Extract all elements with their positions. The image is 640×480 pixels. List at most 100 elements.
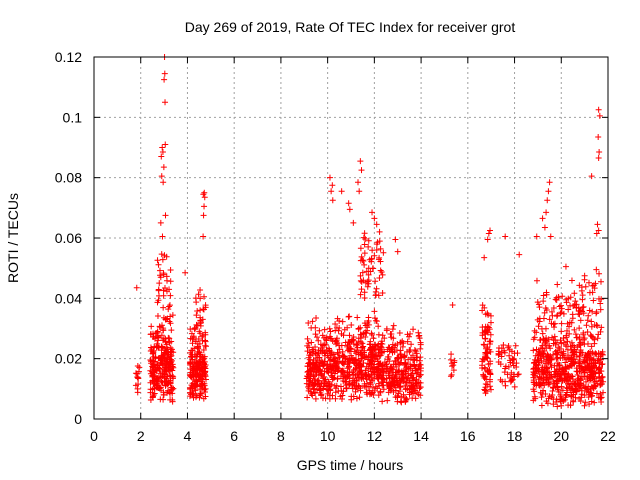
data-point xyxy=(321,352,328,359)
data-point xyxy=(502,233,509,240)
x-tick-label: 8 xyxy=(277,428,285,444)
data-point xyxy=(159,233,166,240)
data-point xyxy=(367,361,374,368)
data-point xyxy=(558,302,565,309)
data-point xyxy=(598,324,605,331)
data-point xyxy=(595,133,602,140)
data-point xyxy=(332,321,339,328)
data-point xyxy=(586,401,593,408)
data-point xyxy=(328,188,335,195)
data-point xyxy=(312,376,319,383)
data-point xyxy=(572,331,579,338)
data-point xyxy=(191,386,198,393)
data-point xyxy=(564,338,571,345)
data-point xyxy=(482,335,489,342)
data-point xyxy=(543,374,550,381)
data-point xyxy=(161,76,168,83)
data-point xyxy=(151,369,158,376)
data-point xyxy=(406,333,413,340)
data-point xyxy=(502,363,509,370)
data-point xyxy=(304,335,311,342)
data-point xyxy=(585,349,592,356)
data-point xyxy=(448,351,455,358)
data-point xyxy=(159,379,166,386)
data-point xyxy=(598,361,605,368)
data-point xyxy=(497,361,504,368)
data-point xyxy=(546,342,553,349)
x-tick-label: 0 xyxy=(90,428,98,444)
data-point xyxy=(166,356,173,363)
data-point xyxy=(315,349,322,356)
data-point xyxy=(371,252,378,259)
data-point xyxy=(348,322,355,329)
data-point xyxy=(187,326,194,333)
data-point xyxy=(556,345,563,352)
data-point xyxy=(191,381,198,388)
data-point xyxy=(539,215,546,222)
data-point xyxy=(371,315,378,322)
data-point xyxy=(550,351,557,358)
data-point xyxy=(566,323,573,330)
data-point xyxy=(156,280,163,287)
data-point xyxy=(586,289,593,296)
data-point xyxy=(417,361,424,368)
x-tick-label: 16 xyxy=(460,428,476,444)
data-point xyxy=(160,287,167,294)
data-point xyxy=(196,328,203,335)
data-point xyxy=(448,371,455,378)
data-point xyxy=(132,382,139,389)
data-point xyxy=(582,399,589,406)
data-point xyxy=(342,339,349,346)
x-tick-label: 6 xyxy=(230,428,238,444)
data-point xyxy=(588,398,595,405)
data-point xyxy=(195,344,202,351)
data-point xyxy=(414,369,421,376)
chart-title: Day 269 of 2019, Rate Of TEC Index for r… xyxy=(185,19,516,35)
y-axis-label: ROTI / TECUs xyxy=(5,193,21,283)
data-point xyxy=(402,382,409,389)
data-point xyxy=(588,343,595,350)
data-point xyxy=(373,221,380,228)
data-point xyxy=(572,298,579,305)
data-point xyxy=(540,298,547,305)
data-point xyxy=(577,398,584,405)
data-point xyxy=(162,99,169,106)
data-point xyxy=(357,245,364,252)
x-tick-label: 20 xyxy=(553,428,569,444)
data-point xyxy=(401,353,408,360)
data-point xyxy=(162,338,169,345)
data-point xyxy=(169,361,176,368)
data-point xyxy=(545,395,552,402)
data-point xyxy=(355,179,362,186)
data-point xyxy=(408,380,415,387)
data-point xyxy=(543,209,550,216)
data-point xyxy=(531,334,538,341)
data-point xyxy=(578,287,585,294)
data-point xyxy=(133,284,140,291)
data-point xyxy=(387,330,394,337)
data-point xyxy=(170,364,177,371)
data-point xyxy=(597,353,604,360)
data-point xyxy=(376,238,383,245)
data-point xyxy=(397,339,404,346)
data-points xyxy=(132,54,607,410)
data-point xyxy=(154,361,161,368)
data-point xyxy=(539,342,546,349)
data-point xyxy=(313,364,320,371)
data-point xyxy=(569,376,576,383)
data-point xyxy=(578,364,585,371)
data-point xyxy=(591,383,598,390)
data-point xyxy=(348,352,355,359)
data-point xyxy=(593,377,600,384)
data-point xyxy=(538,382,545,389)
data-point xyxy=(344,361,351,368)
data-point xyxy=(386,385,393,392)
data-point xyxy=(449,301,456,308)
data-point xyxy=(392,236,399,243)
data-point xyxy=(376,228,383,235)
data-point xyxy=(193,321,200,328)
data-point xyxy=(157,272,164,279)
data-point xyxy=(315,337,322,344)
data-point xyxy=(362,333,369,340)
data-point xyxy=(597,300,604,307)
